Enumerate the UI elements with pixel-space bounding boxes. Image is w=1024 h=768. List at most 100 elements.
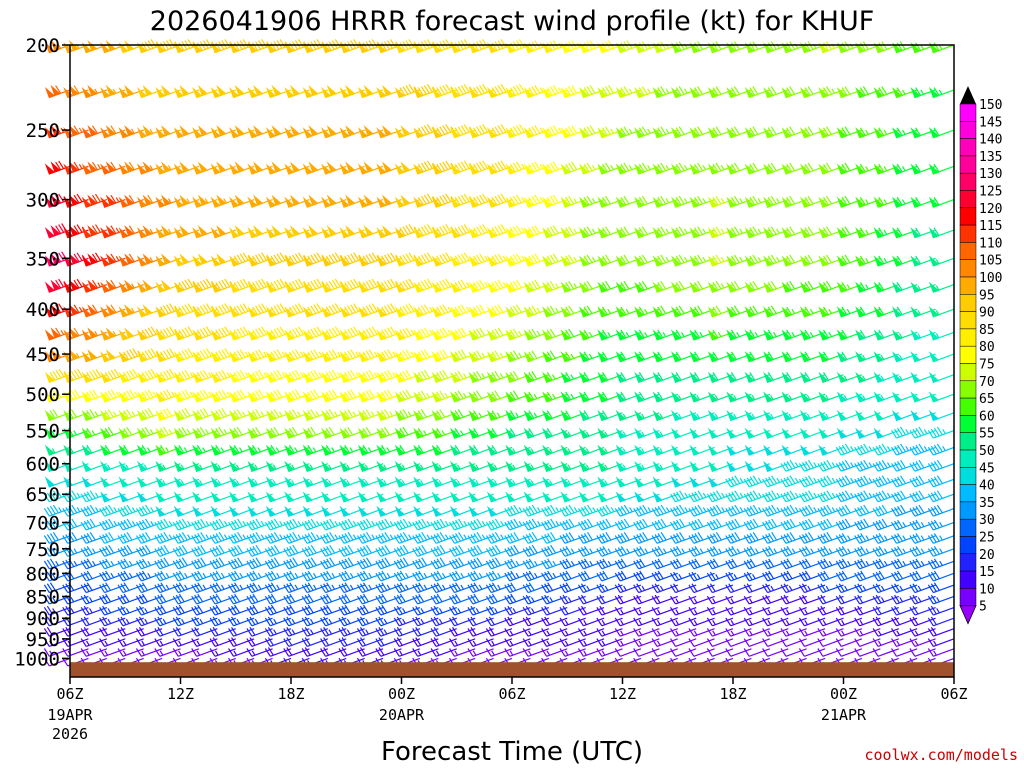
barb-pennant bbox=[136, 476, 148, 488]
barb-half bbox=[534, 560, 538, 566]
barb-pennant bbox=[173, 460, 185, 473]
barb-flag bbox=[105, 505, 112, 515]
barb-half bbox=[131, 411, 136, 417]
barb-flag bbox=[126, 518, 133, 528]
barb-half bbox=[60, 329, 65, 335]
barb-flag bbox=[123, 391, 130, 401]
barb-half bbox=[352, 411, 357, 417]
barb-pennant bbox=[155, 391, 166, 403]
barb-half bbox=[300, 351, 304, 357]
wind-barb bbox=[43, 582, 71, 594]
barb-half bbox=[113, 507, 118, 513]
barb-flag bbox=[163, 305, 169, 314]
barb-pennant bbox=[118, 491, 129, 503]
barb-half bbox=[167, 165, 172, 171]
barb-flag bbox=[138, 594, 145, 604]
barb-pennant bbox=[155, 329, 166, 341]
barb-flag bbox=[58, 368, 65, 378]
barb-half bbox=[278, 411, 283, 417]
barb-flag bbox=[80, 521, 87, 531]
barb-flag bbox=[184, 304, 191, 313]
barb-pennant bbox=[50, 194, 61, 206]
barb-flag bbox=[49, 533, 56, 542]
barb-flag bbox=[46, 594, 53, 604]
barb-staff bbox=[85, 628, 108, 637]
barb-staff bbox=[122, 648, 144, 657]
barb-half bbox=[316, 534, 320, 540]
barb-staff bbox=[178, 628, 200, 637]
barb-flag bbox=[117, 521, 124, 531]
barb-pennant bbox=[81, 427, 93, 439]
barb-staff bbox=[178, 521, 200, 531]
barb-half bbox=[392, 372, 396, 378]
barb-staff bbox=[159, 617, 181, 627]
barb-half bbox=[165, 447, 169, 453]
barb-half bbox=[257, 447, 262, 453]
barb-flag bbox=[172, 648, 179, 657]
barb-half bbox=[125, 618, 130, 624]
barb-flag bbox=[129, 349, 136, 358]
barb-staff bbox=[159, 548, 181, 557]
barb-pennant bbox=[100, 409, 111, 422]
barb-half bbox=[313, 572, 317, 578]
barb-staff bbox=[49, 617, 71, 627]
wind-barb bbox=[172, 648, 200, 657]
barb-flag bbox=[107, 370, 114, 380]
barb-half bbox=[494, 608, 498, 614]
barb-flag bbox=[141, 558, 148, 567]
barb-flag bbox=[147, 194, 154, 204]
barb-flag bbox=[117, 617, 124, 627]
barb-staff bbox=[104, 572, 126, 582]
barb-flag bbox=[49, 505, 56, 515]
barb-half bbox=[555, 307, 559, 313]
barb-flag bbox=[43, 617, 50, 627]
barb-half bbox=[460, 584, 465, 590]
barb-pennant bbox=[44, 42, 56, 54]
wind-barb bbox=[117, 518, 144, 531]
barb-flag bbox=[141, 444, 148, 454]
barb-half bbox=[196, 650, 201, 656]
barb-half bbox=[199, 618, 204, 624]
barb-pennant bbox=[155, 371, 166, 383]
barb-pennant bbox=[105, 225, 117, 237]
barb-pennant bbox=[50, 327, 61, 339]
barb-flag bbox=[166, 349, 172, 358]
barb-half bbox=[263, 351, 268, 357]
barb-pennant bbox=[100, 391, 111, 403]
barb-pennant bbox=[124, 161, 135, 173]
barb-half bbox=[389, 534, 394, 540]
barb-half bbox=[242, 534, 247, 540]
barb-half bbox=[107, 608, 112, 614]
barb-flag bbox=[105, 546, 112, 555]
barb-flag bbox=[169, 326, 175, 335]
wind-barb bbox=[117, 531, 144, 544]
barb-half bbox=[52, 608, 56, 614]
barb-half bbox=[408, 534, 412, 540]
barb-half bbox=[144, 608, 148, 614]
barb-pennant bbox=[197, 161, 209, 173]
barb-staff bbox=[159, 638, 181, 647]
barb-flag bbox=[55, 194, 62, 204]
barb-half bbox=[478, 584, 483, 590]
barb-flag bbox=[157, 520, 164, 530]
barb-half bbox=[186, 198, 191, 204]
barb-flag bbox=[80, 572, 87, 582]
wind-barb bbox=[117, 648, 144, 657]
barb-half bbox=[318, 372, 323, 378]
barb-flag bbox=[91, 253, 98, 263]
barb-half bbox=[521, 163, 525, 169]
barb-flag bbox=[123, 505, 130, 515]
barb-half bbox=[92, 560, 96, 566]
barb-pennant bbox=[192, 351, 203, 363]
barb-staff bbox=[141, 595, 163, 605]
barb-pennant bbox=[87, 84, 98, 97]
barb-half bbox=[241, 411, 246, 417]
barb-half bbox=[49, 650, 53, 656]
barb-half bbox=[149, 429, 154, 435]
wind-barb bbox=[100, 279, 126, 293]
barb-half bbox=[426, 520, 431, 526]
barb-flag bbox=[205, 348, 212, 357]
barb-half bbox=[97, 164, 101, 170]
barb-half bbox=[454, 640, 459, 646]
barb-staff bbox=[141, 548, 163, 557]
